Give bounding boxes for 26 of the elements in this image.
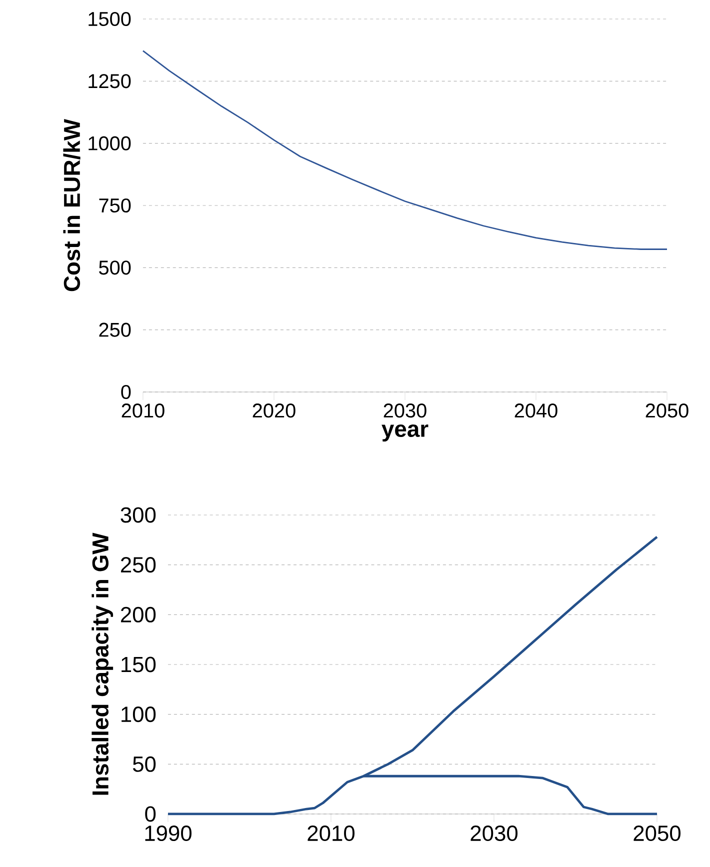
y-tick-label: 1500 <box>88 12 131 26</box>
y-tick-label: 750 <box>99 198 131 213</box>
x-tick-label: 2030 <box>470 826 518 842</box>
y-tick-label: 0 <box>145 806 156 822</box>
y-axis-title: Cost in EUR/kW <box>63 118 80 292</box>
y-tick-label: 1000 <box>88 136 131 150</box>
y-tick-label: 50 <box>132 756 156 772</box>
x-tick-label: 2020 <box>252 404 296 418</box>
x-tick-label: 1990 <box>145 826 192 842</box>
y-tick-label: 0 <box>121 384 131 400</box>
x-tick-label: 2050 <box>646 404 688 418</box>
y-tick-label: 250 <box>121 557 156 573</box>
x-tick-label: 2050 <box>634 826 681 842</box>
x-tick-label: 2030 <box>384 404 426 418</box>
x-tick-label: 2010 <box>308 826 355 842</box>
y-axis-title: Installed capacity in GW <box>92 532 114 795</box>
y-tick-label: 150 <box>122 656 156 672</box>
y-tick-label: 200 <box>121 606 156 622</box>
x-axis-title: year <box>382 424 428 442</box>
x-tick-label: 2040 <box>514 404 558 418</box>
y-tick-label: 250 <box>99 322 131 337</box>
y-tick-label: 500 <box>99 260 131 275</box>
x-tick-label: 2010 <box>122 404 164 418</box>
y-tick-label: 300 <box>120 507 156 523</box>
y-tick-label: 1250 <box>88 74 131 88</box>
y-tick-label: 100 <box>122 706 156 722</box>
